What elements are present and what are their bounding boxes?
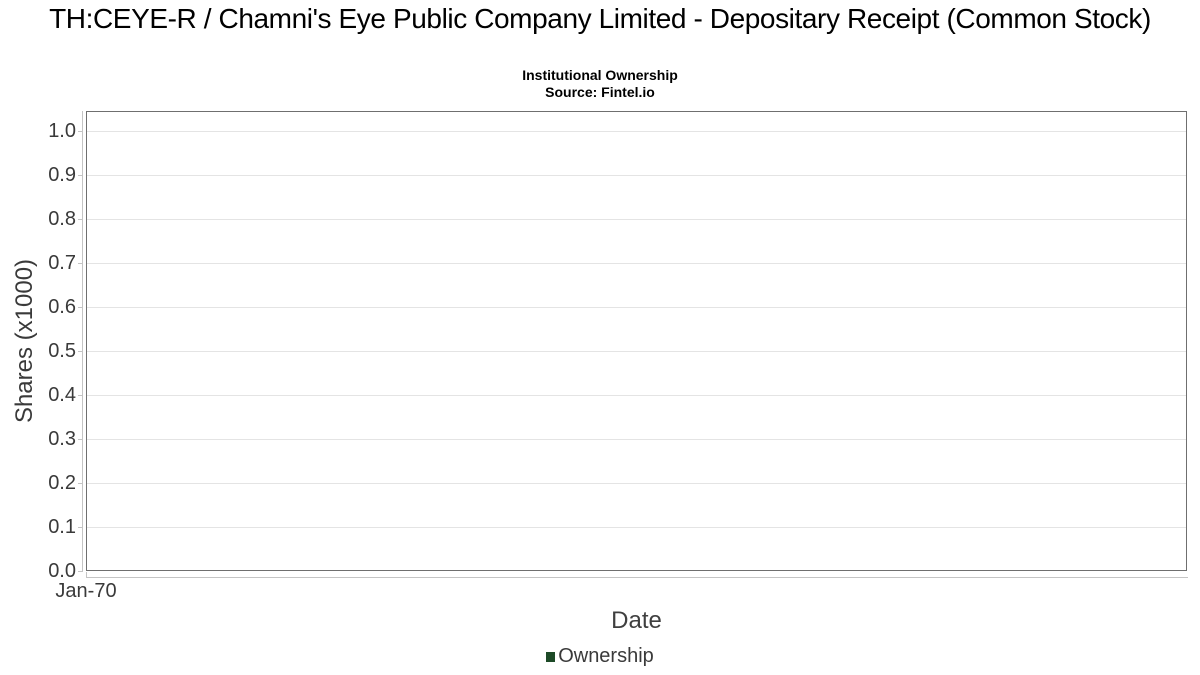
y-tick-mark xyxy=(78,175,83,176)
y-tick-label: 0.8 xyxy=(48,208,76,230)
y-tick-mark xyxy=(78,395,83,396)
chart-subtitle: Institutional Ownership xyxy=(522,67,678,83)
gridlines-layer xyxy=(87,112,1186,570)
gridline xyxy=(87,219,1186,220)
y-tick-mark xyxy=(78,307,83,308)
x-axis-title: Date xyxy=(611,607,662,634)
x-tick-label: Jan-70 xyxy=(55,580,117,602)
gridline xyxy=(87,439,1186,440)
y-tick-label: 0.4 xyxy=(48,384,76,406)
y-tick-label: 0.5 xyxy=(48,340,76,362)
y-tick-mark xyxy=(78,351,83,352)
y-tick-mark xyxy=(78,527,83,528)
y-tick-mark xyxy=(78,263,83,264)
x-tick-mark xyxy=(86,572,87,577)
gridline xyxy=(87,131,1186,132)
plot-area xyxy=(86,111,1187,571)
chart-title: TH:CEYE-R / Chamni's Eye Public Company … xyxy=(49,3,1151,34)
gridline xyxy=(87,351,1186,352)
y-tick-label: 0.7 xyxy=(48,252,76,274)
gridline xyxy=(87,395,1186,396)
x-axis-line xyxy=(86,577,1188,578)
legend: Ownership xyxy=(0,645,1200,668)
legend-marker-ownership xyxy=(546,651,556,662)
legend-label-ownership: Ownership xyxy=(558,645,654,667)
gridline xyxy=(87,175,1186,176)
y-tick-mark xyxy=(78,131,83,132)
y-tick-label: 0.2 xyxy=(48,472,76,494)
y-tick-label: 0.1 xyxy=(48,516,76,538)
gridline xyxy=(87,527,1186,528)
y-tick-mark xyxy=(78,483,83,484)
y-tick-mark xyxy=(78,571,83,572)
gridline xyxy=(87,263,1186,264)
y-tick-label: 0.0 xyxy=(48,560,76,582)
y-tick-label: 1.0 xyxy=(48,120,76,142)
y-tick-label: 0.9 xyxy=(48,164,76,186)
gridline xyxy=(87,483,1186,484)
y-axis-line xyxy=(82,111,83,572)
y-tick-mark xyxy=(78,439,83,440)
y-tick-mark xyxy=(78,219,83,220)
y-tick-label: 0.3 xyxy=(48,428,76,450)
gridline xyxy=(87,307,1186,308)
chart-source-note: Source: Fintel.io xyxy=(545,84,655,100)
y-tick-label: 0.6 xyxy=(48,296,76,318)
